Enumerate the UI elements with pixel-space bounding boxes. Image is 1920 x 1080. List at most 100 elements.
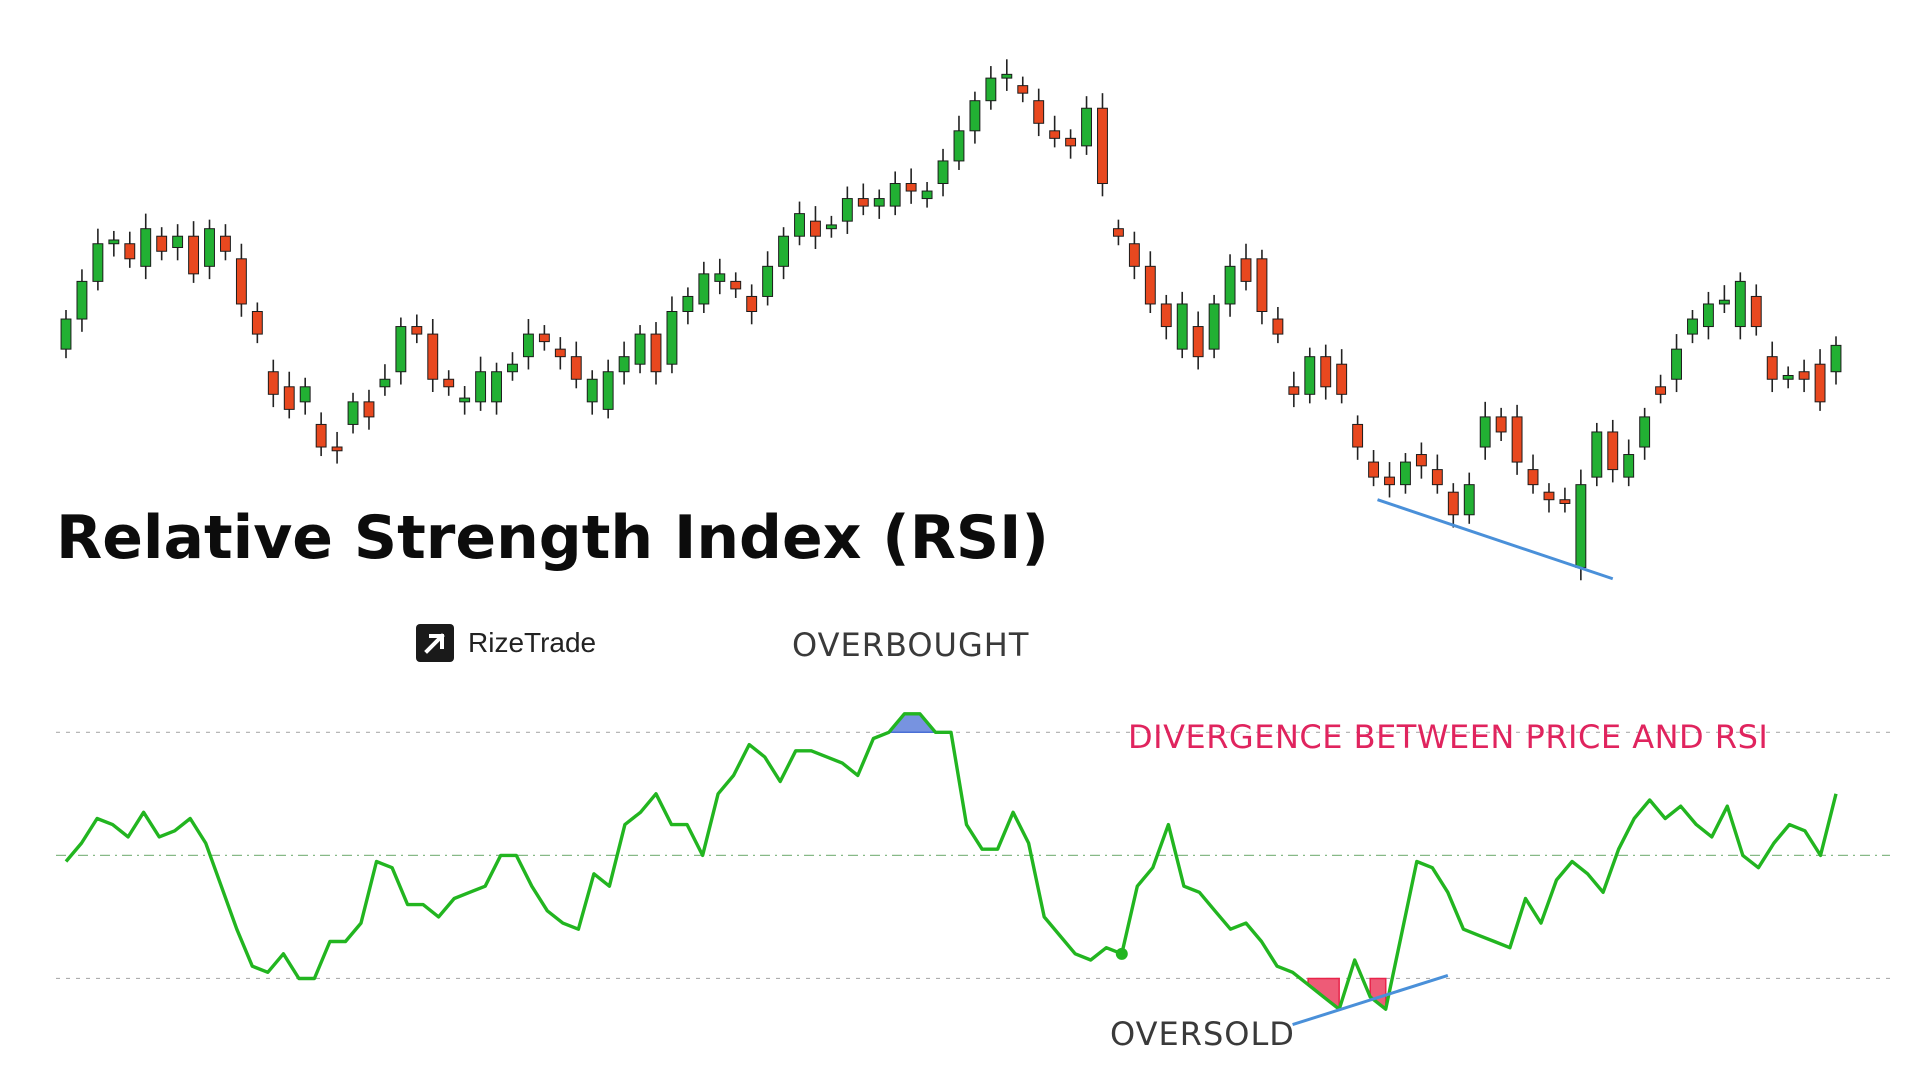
candle bbox=[794, 201, 805, 246]
candle bbox=[427, 319, 439, 393]
candle bbox=[522, 319, 534, 370]
candle bbox=[1463, 472, 1475, 524]
candle bbox=[857, 183, 869, 216]
candle bbox=[1033, 88, 1045, 137]
candle bbox=[921, 182, 933, 208]
candle bbox=[554, 337, 566, 370]
candle bbox=[267, 359, 279, 408]
candle bbox=[1272, 306, 1284, 344]
candle bbox=[491, 362, 502, 415]
candle bbox=[1176, 291, 1188, 359]
candle bbox=[1097, 93, 1108, 197]
oversold-label: OVERSOLD bbox=[1110, 1015, 1295, 1053]
arrow-up-right-icon bbox=[416, 624, 454, 662]
candle bbox=[937, 148, 949, 197]
candle bbox=[889, 171, 901, 216]
candle bbox=[475, 356, 487, 411]
candle bbox=[188, 221, 200, 283]
candle bbox=[1782, 366, 1794, 389]
candle bbox=[1830, 336, 1842, 385]
candle bbox=[650, 322, 662, 385]
candle bbox=[411, 314, 423, 344]
candle bbox=[1447, 483, 1459, 528]
candle bbox=[331, 431, 343, 464]
divergence-label: DIVERGENCE BETWEEN PRICE AND RSI bbox=[1128, 718, 1769, 756]
candle bbox=[172, 224, 184, 261]
candle bbox=[570, 341, 582, 389]
brand-logo: RizeTrade bbox=[416, 624, 596, 662]
candle bbox=[538, 325, 550, 351]
candle bbox=[347, 392, 359, 434]
candle bbox=[1671, 334, 1682, 393]
candle bbox=[634, 325, 646, 374]
candle bbox=[618, 341, 630, 385]
candle bbox=[299, 377, 311, 415]
candle bbox=[1702, 291, 1714, 340]
candle bbox=[1320, 344, 1332, 400]
candle bbox=[1240, 243, 1252, 291]
candle bbox=[762, 251, 774, 306]
candle bbox=[1415, 442, 1427, 479]
candle bbox=[1575, 469, 1587, 581]
candle bbox=[985, 66, 997, 110]
price-candlestick-chart bbox=[60, 59, 1842, 581]
rsi-line bbox=[64, 712, 1838, 1011]
overbought-label: OVERBOUGHT bbox=[792, 626, 1030, 664]
candle bbox=[204, 219, 215, 280]
candle bbox=[1144, 251, 1156, 314]
candle bbox=[315, 412, 327, 457]
candle bbox=[140, 213, 152, 280]
candle bbox=[1798, 359, 1810, 393]
candle bbox=[1591, 422, 1603, 487]
candle bbox=[235, 243, 247, 317]
candle bbox=[507, 352, 518, 381]
candle bbox=[1128, 231, 1140, 280]
candle bbox=[1001, 59, 1013, 91]
candle bbox=[443, 370, 455, 396]
candle bbox=[730, 272, 742, 298]
candle bbox=[1495, 407, 1507, 441]
candle bbox=[666, 296, 678, 374]
candle bbox=[873, 189, 885, 219]
candle bbox=[1718, 285, 1730, 314]
rsi-divergence-line bbox=[1292, 973, 1449, 1027]
candle bbox=[1750, 284, 1762, 336]
candle bbox=[825, 215, 837, 238]
candle bbox=[682, 287, 694, 325]
candle bbox=[1224, 254, 1236, 317]
candle bbox=[251, 302, 263, 344]
candle bbox=[92, 228, 104, 291]
candle bbox=[905, 168, 917, 204]
candle bbox=[1511, 404, 1523, 475]
rsi-line-chart bbox=[56, 712, 1890, 1027]
candle bbox=[1304, 347, 1316, 404]
candle bbox=[810, 206, 821, 250]
candle bbox=[459, 386, 471, 415]
candle bbox=[1734, 272, 1746, 340]
candle bbox=[1208, 294, 1220, 359]
candle bbox=[1065, 129, 1077, 159]
candle bbox=[1543, 483, 1555, 513]
candle bbox=[714, 258, 726, 295]
candle bbox=[1479, 401, 1491, 460]
candle bbox=[602, 359, 614, 419]
candle bbox=[778, 227, 790, 280]
candle bbox=[1431, 454, 1443, 494]
candle bbox=[1384, 462, 1395, 498]
candle bbox=[76, 269, 88, 332]
candle bbox=[953, 115, 965, 170]
candle bbox=[108, 230, 120, 257]
rsi-marker bbox=[1115, 947, 1128, 960]
candle bbox=[1623, 439, 1635, 487]
brand-name: RizeTrade bbox=[468, 627, 597, 658]
candle bbox=[1256, 249, 1268, 325]
candle bbox=[1049, 115, 1061, 148]
page-title: Relative Strength Index (RSI) bbox=[56, 503, 1049, 573]
candle bbox=[1336, 349, 1348, 404]
candle bbox=[395, 317, 407, 385]
candle bbox=[60, 309, 72, 359]
candle bbox=[363, 389, 375, 430]
candle bbox=[1400, 453, 1411, 494]
candle bbox=[1368, 450, 1380, 487]
candle bbox=[1288, 371, 1300, 408]
